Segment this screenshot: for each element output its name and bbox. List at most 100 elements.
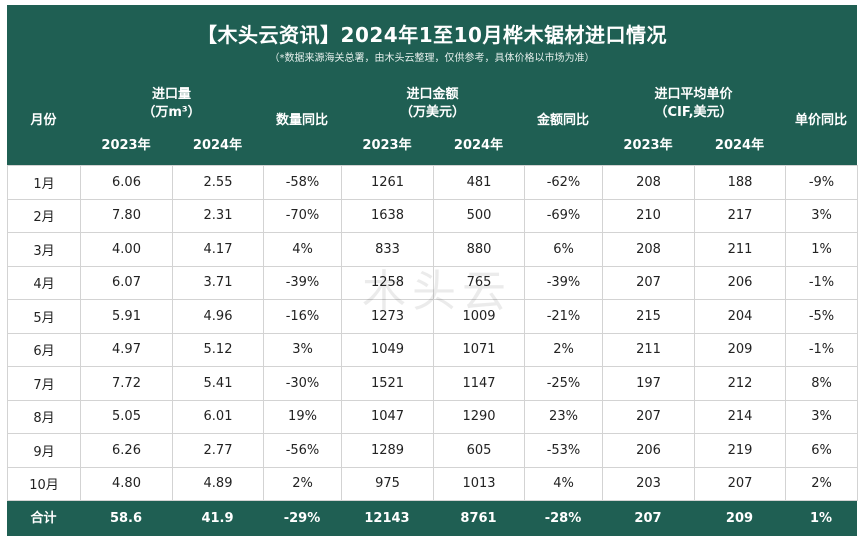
cell-price-yoy: 1% [785, 232, 858, 267]
cell-price-2023: 206 [602, 433, 695, 468]
table-row: 3月 4.00 4.17 4% 833 880 6% 208 211 1% [7, 232, 858, 267]
cell-amt-2024: 880 [433, 232, 525, 267]
cell-amt-yoy: -69% [524, 198, 603, 233]
cell-amt-2023: 1638 [341, 198, 434, 233]
cell-amt-2024: 1071 [433, 332, 525, 367]
total-vol-2024: 41.9 [201, 511, 234, 526]
table-row: 8月 5.05 6.01 19% 1047 1290 23% 207 214 3% [7, 399, 858, 434]
cell-price-2023: 207 [602, 399, 695, 434]
total-price-2023: 207 [634, 511, 662, 526]
cell-amt-2023: 1289 [341, 433, 434, 468]
cell-amt-2023: 975 [341, 466, 434, 501]
cell-price-2024: 214 [694, 399, 786, 434]
total-price-yoy: 1% [809, 511, 833, 526]
cell-amt-yoy: -62% [524, 165, 603, 200]
cell-vol-2024: 2.55 [172, 165, 264, 200]
header-volume-2023: 2023年 [101, 138, 151, 153]
header-amount: 进口金额 [406, 87, 459, 102]
total-label: 合计 [30, 511, 57, 526]
cell-vol-2023: 6.26 [80, 433, 173, 468]
cell-amt-2024: 1009 [433, 299, 525, 334]
cell-amt-2023: 833 [341, 232, 434, 267]
cell-amt-2024: 1147 [433, 366, 525, 401]
cell-month: 1月 [7, 165, 81, 200]
cell-price-2024: 211 [694, 232, 786, 267]
cell-price-2023: 215 [602, 299, 695, 334]
table-header: 【木头云资讯】2024年1至10月桦木锯材进口情况 （*数据来源海关总署，由木头… [7, 5, 857, 165]
cell-amt-yoy: 2% [524, 332, 603, 367]
table-row: 6月 4.97 5.12 3% 1049 1071 2% 211 209 -1% [7, 332, 858, 367]
table-row: 1月 6.06 2.55 -58% 1261 481 -62% 208 188 -9% [7, 165, 858, 200]
header-amount-2024: 2024年 [453, 138, 504, 153]
cell-vol-2023: 5.91 [80, 299, 173, 334]
cell-vol-yoy: 4% [263, 232, 342, 267]
cell-vol-2023: 4.00 [80, 232, 173, 267]
cell-month: 7月 [7, 366, 81, 401]
cell-amt-2024: 1290 [433, 399, 525, 434]
source-note: （*数据来源海关总署，由木头云整理，仅供参考，具体价格以市场为准） [269, 53, 595, 64]
cell-vol-2024: 5.12 [172, 332, 264, 367]
cell-price-2024: 204 [694, 299, 786, 334]
cell-price-yoy: 3% [785, 198, 858, 233]
cell-amt-2023: 1273 [341, 299, 434, 334]
cell-price-2023: 197 [602, 366, 695, 401]
cell-vol-2023: 4.97 [80, 332, 173, 367]
cell-amt-yoy: -53% [524, 433, 603, 468]
cell-vol-yoy: -39% [263, 265, 342, 300]
cell-price-2024: 206 [694, 265, 786, 300]
cell-price-2024: 212 [694, 366, 786, 401]
cell-amt-yoy: -21% [524, 299, 603, 334]
cell-month: 8月 [7, 399, 81, 434]
cell-amt-2024: 1013 [433, 466, 525, 501]
cell-vol-2024: 6.01 [172, 399, 264, 434]
cell-vol-2024: 5.41 [172, 366, 264, 401]
total-amt-2023: 12143 [364, 511, 410, 526]
cell-month: 10月 [7, 466, 81, 501]
cell-amt-2023: 1258 [341, 265, 434, 300]
cell-vol-2023: 5.05 [80, 399, 173, 434]
cell-price-yoy: -9% [785, 165, 858, 200]
header-amount-unit: （万美元） [399, 105, 465, 120]
cell-vol-2024: 2.31 [172, 198, 264, 233]
cell-month: 4月 [7, 265, 81, 300]
cell-month: 2月 [7, 198, 81, 233]
cell-price-yoy: 3% [785, 399, 858, 434]
cell-vol-yoy: -16% [263, 299, 342, 334]
cell-price-yoy: 8% [785, 366, 858, 401]
cell-price-yoy: 2% [785, 466, 858, 501]
header-price-yoy: 单价同比 [794, 113, 847, 128]
total-price-2024: 209 [725, 511, 754, 526]
header-volume-unit: （万m³） [142, 105, 201, 120]
cell-vol-2024: 4.17 [172, 232, 264, 267]
total-row: 合计 58.6 41.9 -29% 12143 8761 -28% 207 20… [7, 501, 857, 536]
cell-vol-2023: 6.06 [80, 165, 173, 200]
total-amt-2024: 8761 [460, 511, 497, 526]
cell-amt-2024: 481 [433, 165, 525, 200]
cell-month: 3月 [7, 232, 81, 267]
header-price-2024: 2024年 [714, 138, 765, 153]
header-price-2023: 2023年 [623, 138, 673, 153]
cell-amt-2023: 1261 [341, 165, 434, 200]
cell-amt-yoy: -25% [524, 366, 603, 401]
cell-vol-2023: 7.72 [80, 366, 173, 401]
table-row: 4月 6.07 3.71 -39% 1258 765 -39% 207 206 -1% [7, 265, 858, 300]
cell-price-2023: 210 [602, 198, 695, 233]
cell-amt-2023: 1521 [341, 366, 434, 401]
cell-price-yoy: 6% [785, 433, 858, 468]
header-price: 进口平均单价 [654, 87, 733, 102]
data-table: 1月 6.06 2.55 -58% 1261 481 -62% 208 188 -9% 2月 7.80… [7, 165, 858, 501]
cell-price-2024: 207 [694, 466, 786, 501]
cell-month: 6月 [7, 332, 81, 367]
header-volume-yoy: 数量同比 [275, 113, 328, 128]
cell-vol-yoy: -70% [263, 198, 342, 233]
cell-vol-yoy: 19% [263, 399, 342, 434]
cell-vol-yoy: 3% [263, 332, 342, 367]
cell-price-yoy: -1% [785, 265, 858, 300]
header-amount-2023: 2023年 [362, 138, 412, 153]
cell-amt-yoy: 23% [524, 399, 603, 434]
cell-price-yoy: -1% [785, 332, 858, 367]
cell-vol-2023: 7.80 [80, 198, 173, 233]
cell-price-2023: 211 [602, 332, 695, 367]
cell-vol-2024: 4.89 [172, 466, 264, 501]
cell-vol-yoy: -56% [263, 433, 342, 468]
